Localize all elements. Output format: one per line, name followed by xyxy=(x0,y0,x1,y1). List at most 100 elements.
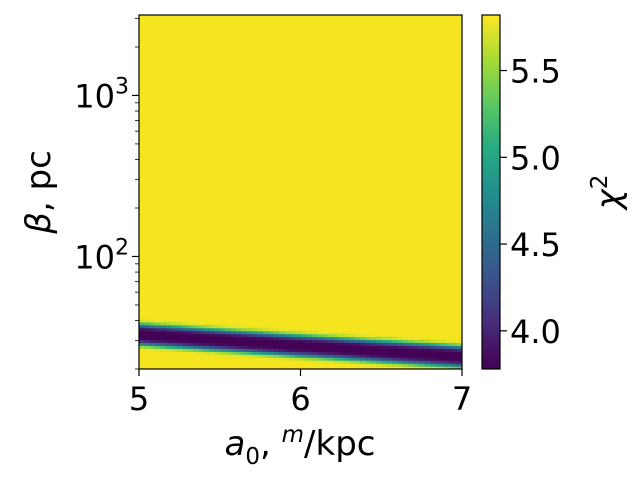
heatmap-cell xyxy=(402,342,409,346)
heatmap-cell xyxy=(305,336,312,341)
heatmap-cell xyxy=(338,348,345,352)
heatmap-cell xyxy=(252,327,259,332)
heatmap-cell xyxy=(252,354,259,358)
heatmap-cell xyxy=(332,351,339,355)
heatmap-cell xyxy=(348,348,355,352)
heatmap-cell xyxy=(246,336,253,341)
colorbar-tick-label: 5.0 xyxy=(510,139,561,177)
heatmap-cell xyxy=(359,363,366,367)
heatmap-cell xyxy=(182,321,189,326)
heatmap-cell xyxy=(208,333,215,338)
heatmap-cell xyxy=(284,348,291,352)
heatmap-cell xyxy=(451,351,458,355)
heatmap-cell xyxy=(160,342,167,346)
heatmap-cell xyxy=(311,336,318,341)
heatmap-cell xyxy=(230,327,237,332)
heatmap-cell xyxy=(171,327,178,332)
heatmap-cell xyxy=(295,336,302,341)
heatmap-cell xyxy=(354,363,361,367)
heatmap-cell xyxy=(305,330,312,335)
heatmap-cell xyxy=(230,324,237,329)
heatmap-cell xyxy=(235,342,242,346)
heatmap-cell xyxy=(392,363,398,367)
heatmap-cell xyxy=(348,345,355,349)
heatmap-cell xyxy=(262,333,269,338)
heatmap-cell xyxy=(348,351,355,355)
heatmap-cell xyxy=(429,354,436,358)
heatmap-cell xyxy=(171,345,178,349)
heatmap-cell xyxy=(187,324,194,329)
heatmap-cell xyxy=(192,351,199,355)
heatmap-cell xyxy=(348,339,355,344)
heatmap-cell xyxy=(198,324,205,329)
y-axis-label: β, pc xyxy=(19,150,59,235)
heatmap-cell xyxy=(440,342,447,346)
heatmap-cell xyxy=(386,351,393,355)
heatmap-cell xyxy=(413,357,420,361)
heatmap-cell xyxy=(397,366,404,369)
heatmap-cell xyxy=(332,339,339,344)
heatmap-cell xyxy=(359,351,366,355)
heatmap-cell xyxy=(155,330,162,335)
heatmap-cell xyxy=(252,330,259,335)
heatmap-cell xyxy=(348,333,355,338)
heatmap-cell xyxy=(230,342,237,346)
heatmap-cell xyxy=(386,336,393,341)
heatmap-cell xyxy=(332,354,339,358)
heatmap-cell xyxy=(155,333,162,338)
heatmap-cell xyxy=(381,336,388,341)
heatmap-cell xyxy=(445,357,452,361)
heatmap-cell xyxy=(235,330,242,335)
heatmap-cell xyxy=(359,348,366,352)
heatmap-cell xyxy=(429,339,436,344)
heatmap-cell xyxy=(295,357,302,361)
heatmap-cell xyxy=(392,336,398,341)
heatmap-cell xyxy=(408,345,415,349)
heatmap-cell xyxy=(375,363,382,367)
heatmap-cell xyxy=(219,324,226,329)
heatmap-cell xyxy=(408,357,415,361)
heatmap-cell xyxy=(273,342,280,346)
heatmap-cell xyxy=(235,324,242,329)
heatmap-cell xyxy=(424,345,431,349)
heatmap-cell xyxy=(375,351,382,355)
y-axis-ticks: 102 103 xyxy=(74,18,139,370)
heatmap-cell xyxy=(262,327,269,332)
heatmap-cell xyxy=(418,345,425,349)
heatmap-cell xyxy=(160,339,167,344)
heatmap-cell xyxy=(354,339,361,344)
heatmap-cell xyxy=(359,357,366,361)
heatmap-cell xyxy=(343,333,350,338)
heatmap-cell xyxy=(284,333,291,338)
heatmap-cell xyxy=(155,336,162,341)
x-tick-label: 7 xyxy=(452,380,472,418)
heatmap-cell xyxy=(316,354,323,358)
heatmap-cell xyxy=(440,345,447,349)
heatmap-cell xyxy=(392,348,398,352)
heatmap-cell xyxy=(456,354,462,358)
heatmap-cell xyxy=(408,366,415,369)
heatmap-cell xyxy=(273,345,280,349)
heatmap-cell xyxy=(198,348,205,352)
heatmap-cell xyxy=(171,324,178,329)
heatmap-cell xyxy=(139,339,145,344)
heatmap-cell xyxy=(316,345,323,349)
heatmap-cell xyxy=(165,321,172,326)
heatmap-cell xyxy=(365,360,372,364)
heatmap-cell xyxy=(262,330,269,335)
heatmap-cell xyxy=(165,333,172,338)
heatmap-cell xyxy=(144,339,151,344)
heatmap-cell xyxy=(397,354,404,358)
heatmap-cell xyxy=(316,351,323,355)
heatmap-cell xyxy=(375,336,382,341)
heatmap-cell xyxy=(429,342,436,346)
heatmap-cell xyxy=(445,354,452,358)
heatmap-cell xyxy=(311,360,318,364)
heatmap-cell xyxy=(203,345,210,349)
heatmap-cell xyxy=(214,339,221,344)
heatmap-cell xyxy=(203,330,210,335)
heatmap-cell xyxy=(456,357,462,361)
heatmap-cell xyxy=(402,351,409,355)
heatmap-cell xyxy=(338,336,345,341)
heatmap-cell xyxy=(316,336,323,341)
